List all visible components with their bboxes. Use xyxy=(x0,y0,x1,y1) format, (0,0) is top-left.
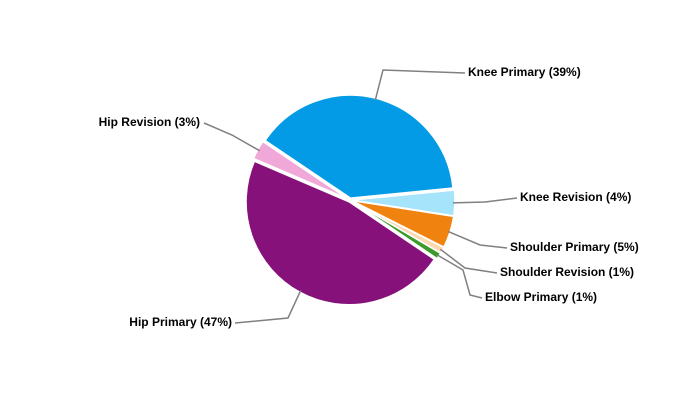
leader-line xyxy=(234,290,302,324)
leader-line xyxy=(203,122,260,152)
slice-label: Hip Primary (47%) xyxy=(129,315,232,329)
leader-line xyxy=(436,254,483,299)
slice-label: Knee Revision (4%) xyxy=(520,190,631,204)
leader-line xyxy=(452,197,518,204)
slice-label: Hip Revision (3%) xyxy=(99,115,200,129)
slice-label: Shoulder Revision (1%) xyxy=(500,265,634,279)
slice-label: Elbow Primary (1%) xyxy=(485,290,597,304)
slice-label: Shoulder Primary (5%) xyxy=(510,240,639,254)
slice-label: Knee Primary (39%) xyxy=(468,65,581,79)
leader-line xyxy=(447,230,508,249)
leader-line xyxy=(439,248,498,274)
leader-line xyxy=(374,69,466,101)
